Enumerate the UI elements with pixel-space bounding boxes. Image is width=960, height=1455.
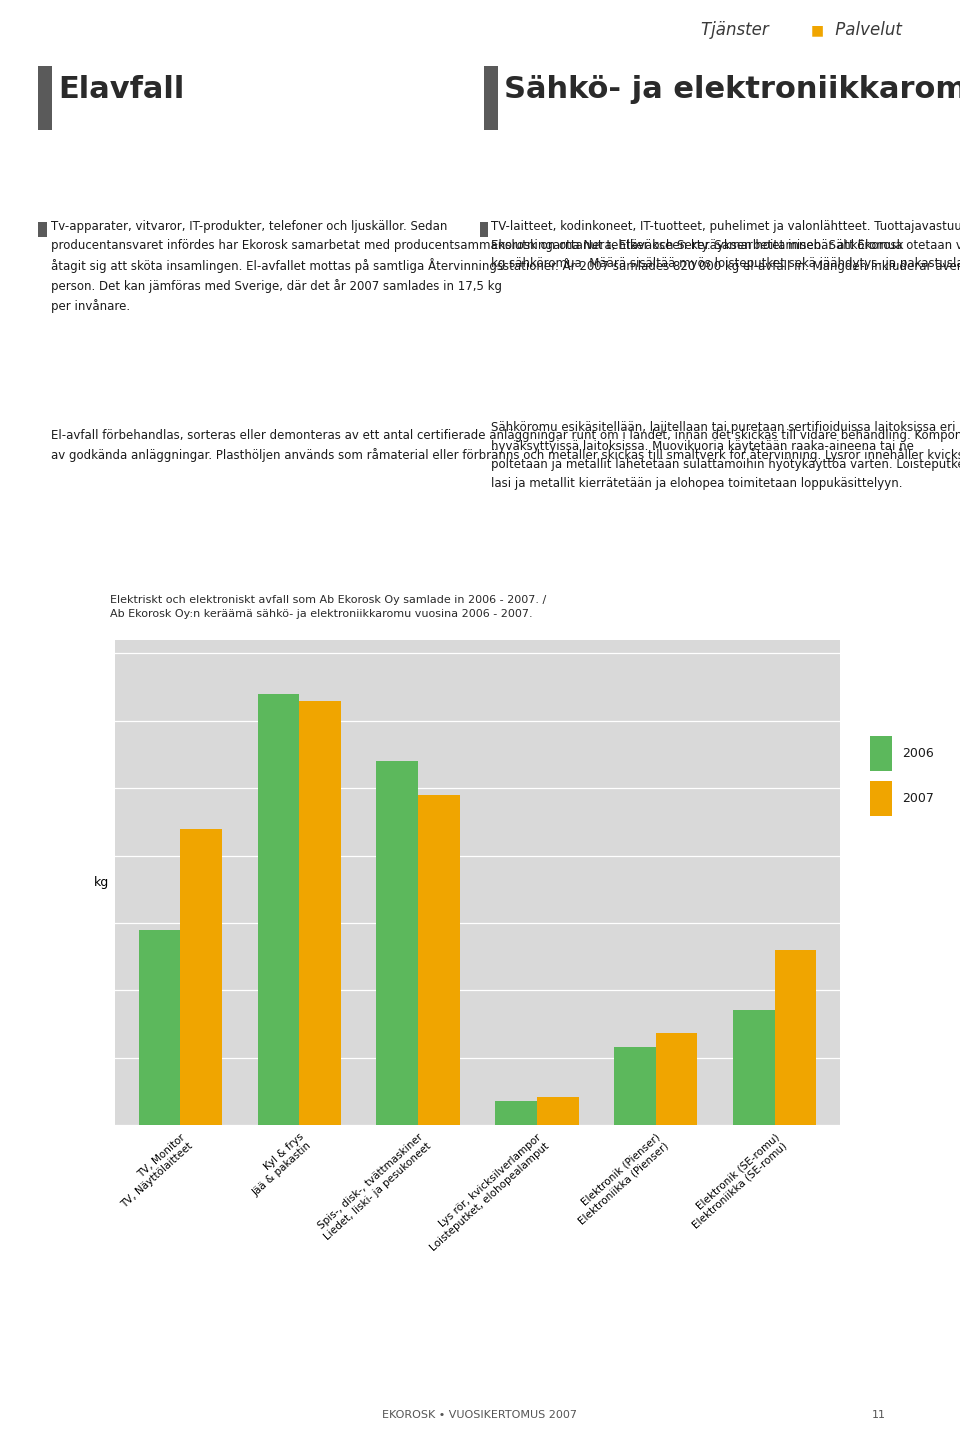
Bar: [495, 1101, 537, 1125]
Bar: [376, 761, 418, 1125]
Text: EKOROSK • VUOSIKERTOMUS 2007: EKOROSK • VUOSIKERTOMUS 2007: [382, 1410, 578, 1420]
Bar: [38, 223, 47, 237]
Bar: [485, 65, 497, 129]
Bar: [180, 828, 222, 1125]
Text: Tjänster: Tjänster: [701, 20, 774, 39]
Text: Tv-apparater, vitvaror, IT-produkter, telefoner och ljuskällor. Sedan
producenta: Tv-apparater, vitvaror, IT-produkter, te…: [51, 220, 960, 313]
Text: ■: ■: [811, 23, 825, 36]
Bar: [614, 1046, 656, 1125]
Text: Elektriskt och elektroniskt avfall som Ab Ekorosk Oy samlade in 2006 - 2007. /
A: Elektriskt och elektroniskt avfall som A…: [110, 595, 546, 618]
Text: 11: 11: [873, 1410, 886, 1420]
Text: 2006: 2006: [902, 746, 934, 760]
Bar: [38, 65, 52, 129]
Bar: [418, 794, 460, 1125]
Text: Sähköromu esikäsitellään, lajitellaan tai puretaan sertifioiduissa laitoksissa e: Sähköromu esikäsitellään, lajitellaan ta…: [492, 422, 960, 490]
Y-axis label: kg: kg: [94, 876, 109, 889]
Text: 2007: 2007: [902, 792, 934, 805]
Bar: [733, 1010, 775, 1125]
Text: Elavfall: Elavfall: [58, 76, 184, 105]
Bar: [775, 950, 816, 1125]
Bar: [537, 1097, 579, 1125]
Text: Sähkö- ja elektroniikkaromu: Sähkö- ja elektroniikkaromu: [504, 76, 960, 105]
Bar: [656, 1033, 697, 1125]
Bar: [139, 930, 180, 1125]
Bar: [300, 701, 341, 1125]
Bar: [870, 781, 892, 815]
Bar: [870, 736, 892, 771]
Bar: [257, 694, 300, 1125]
Text: Palvelut: Palvelut: [830, 20, 902, 39]
Bar: [480, 223, 488, 237]
Text: El-avfall förbehandlas, sorteras eller demonteras av ett antal certifierade anlä: El-avfall förbehandlas, sorteras eller d…: [51, 429, 960, 463]
Text: TV-laitteet, kodinkoneet, IT-tuotteet, puhelimet ja valonlähtteet. Tuottajavastu: TV-laitteet, kodinkoneet, IT-tuotteet, p…: [492, 220, 960, 271]
